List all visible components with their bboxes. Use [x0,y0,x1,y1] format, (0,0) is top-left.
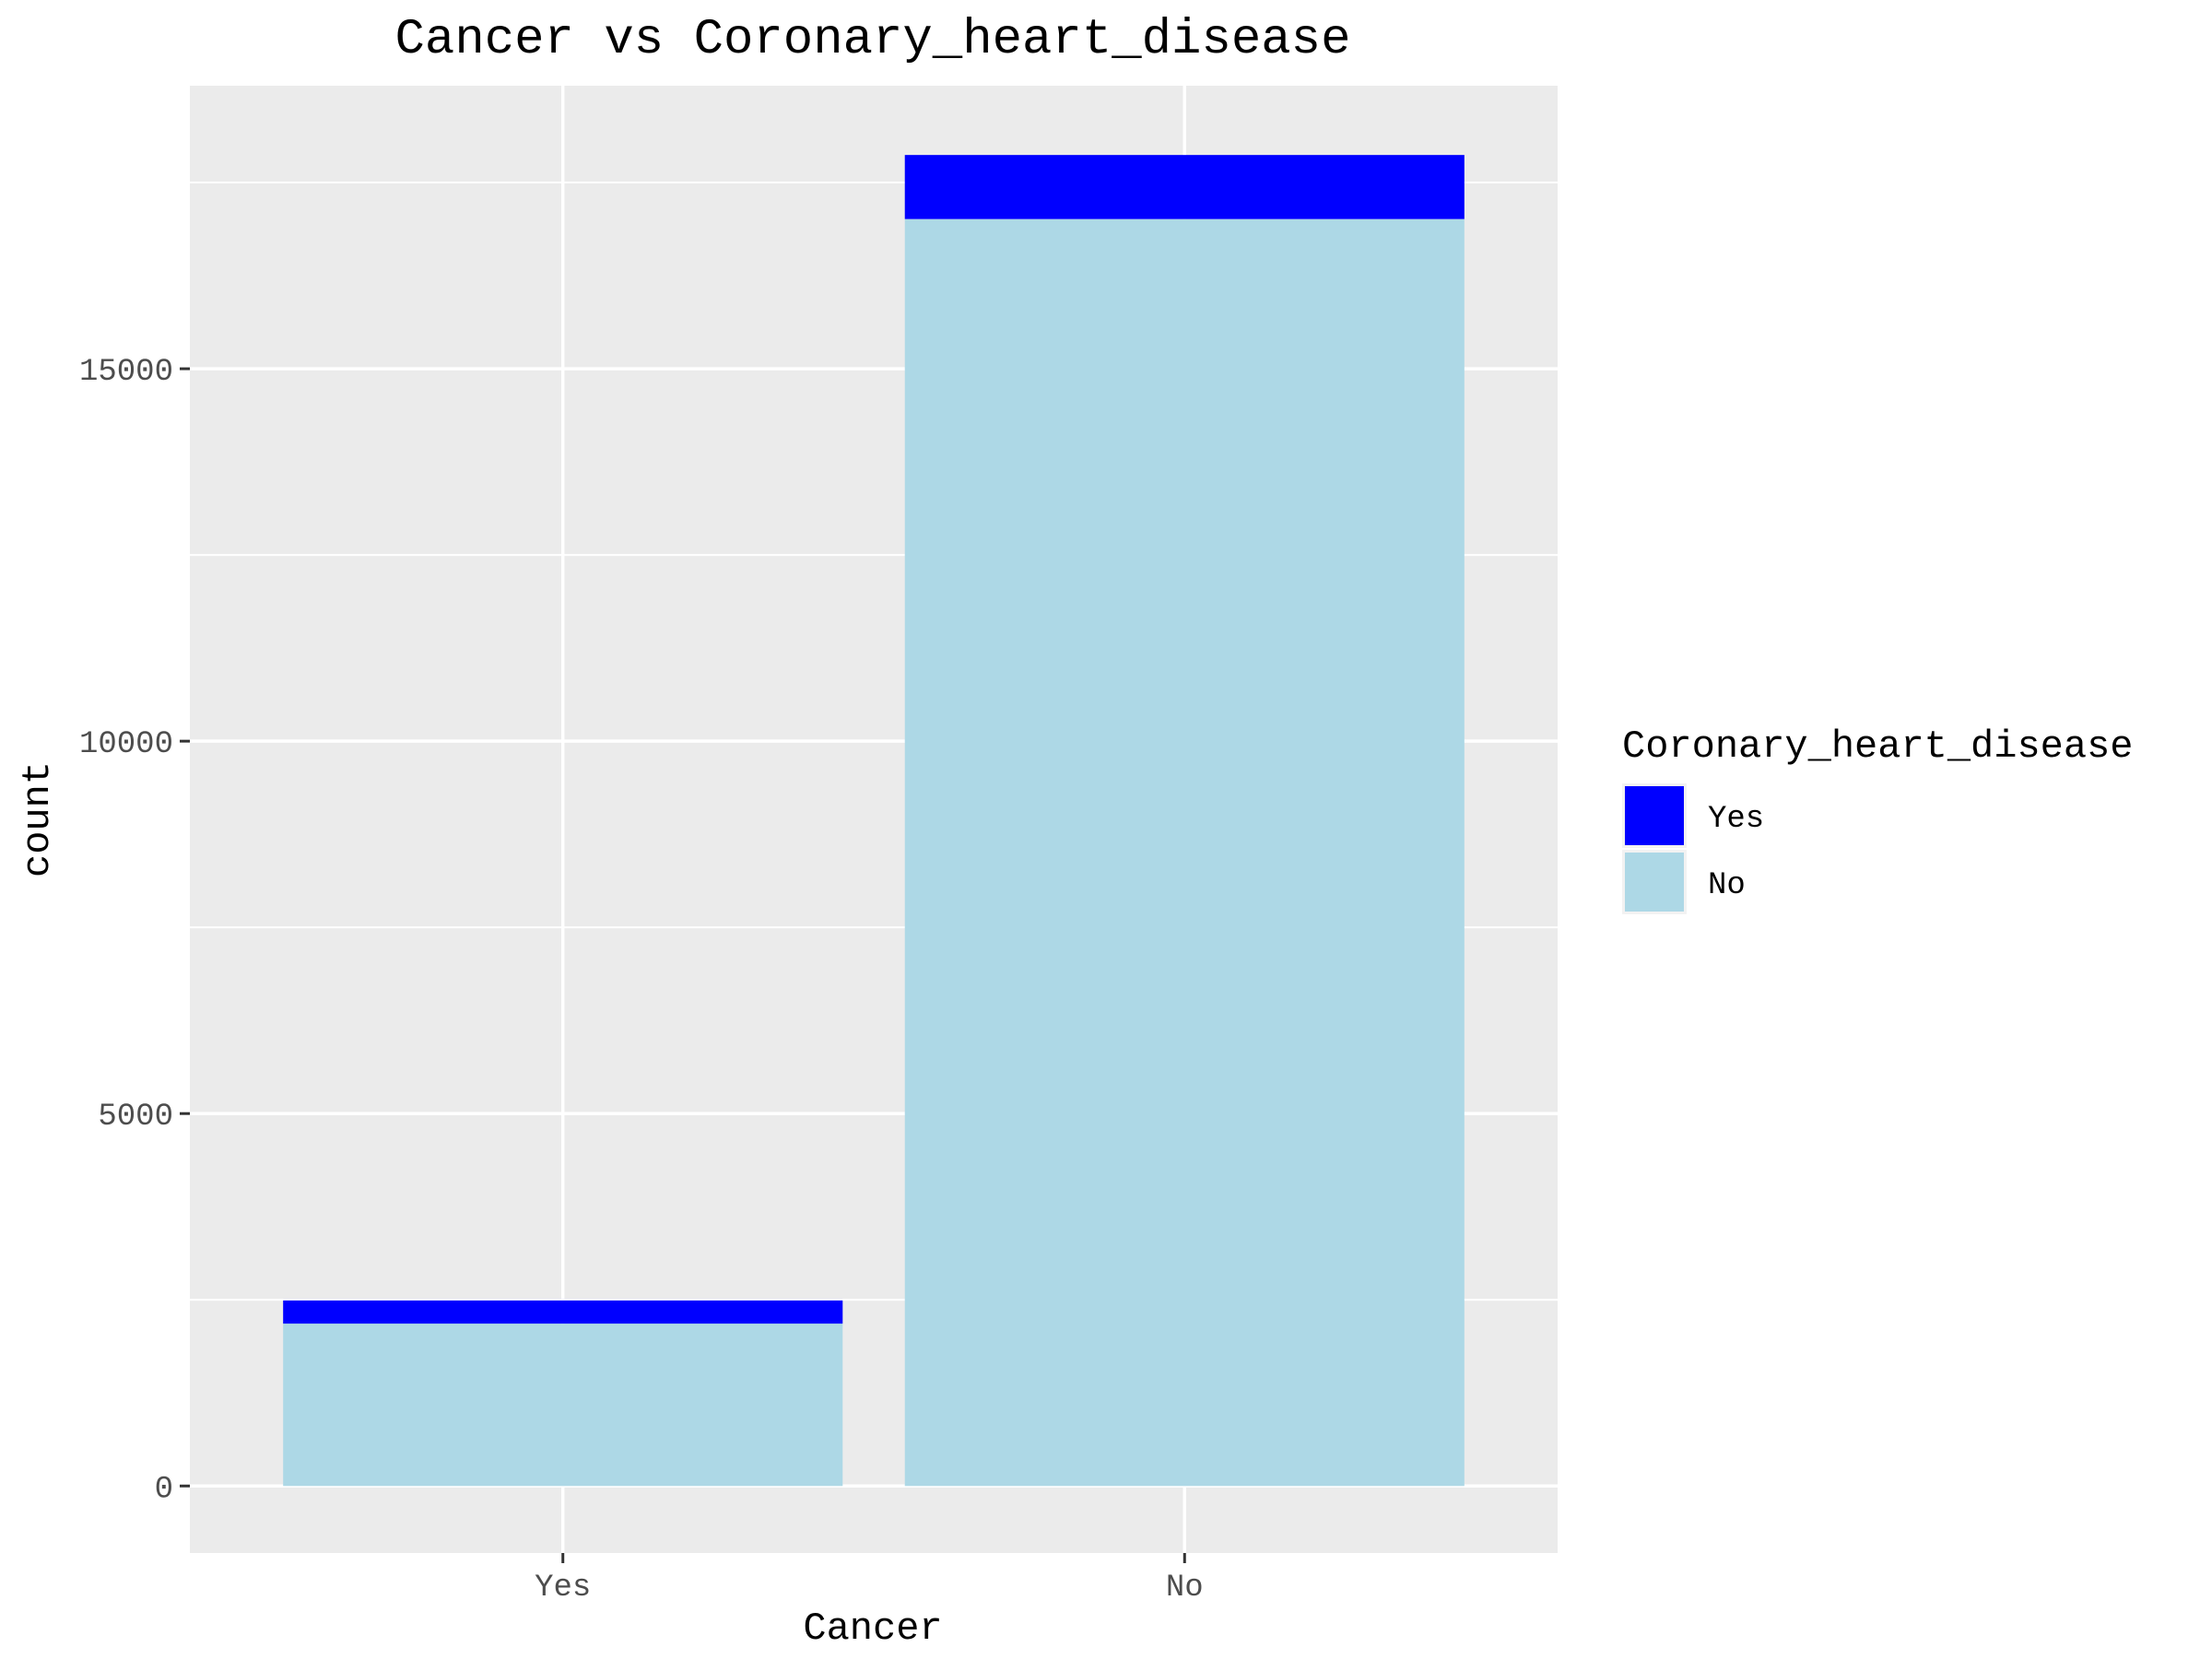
bar-yes-yes [283,1300,843,1324]
y-tick-label: 10000 [79,727,173,762]
legend-key-no [1625,853,1684,912]
legend-label-no: No [1708,868,1746,903]
legend-entries: Yes No [1622,783,1764,914]
x-tick-label: Yes [535,1571,591,1606]
y-tick-label: 0 [155,1472,173,1507]
x-axis-title: Cancer [803,1606,942,1651]
y-tick-label: 5000 [98,1100,173,1135]
bar-yes-no [283,1324,843,1487]
y-tick-label: 15000 [79,355,173,390]
x-axis: Yes No [535,1553,1204,1606]
bar-no-yes [904,155,1465,219]
y-axis: 0 5000 10000 15000 [79,355,190,1507]
chart-title: Cancer vs Coronary_heart_disease [395,12,1351,68]
y-axis-title: count [16,761,60,877]
x-tick-label: No [1166,1571,1204,1606]
legend-key-yes [1625,786,1684,845]
legend: Coronary_heart_disease Yes No [1622,724,2134,914]
bar-no-no [904,218,1465,1487]
legend-title: Coronary_heart_disease [1622,724,2134,769]
bars [283,155,1465,1487]
legend-label-yes: Yes [1708,802,1764,837]
